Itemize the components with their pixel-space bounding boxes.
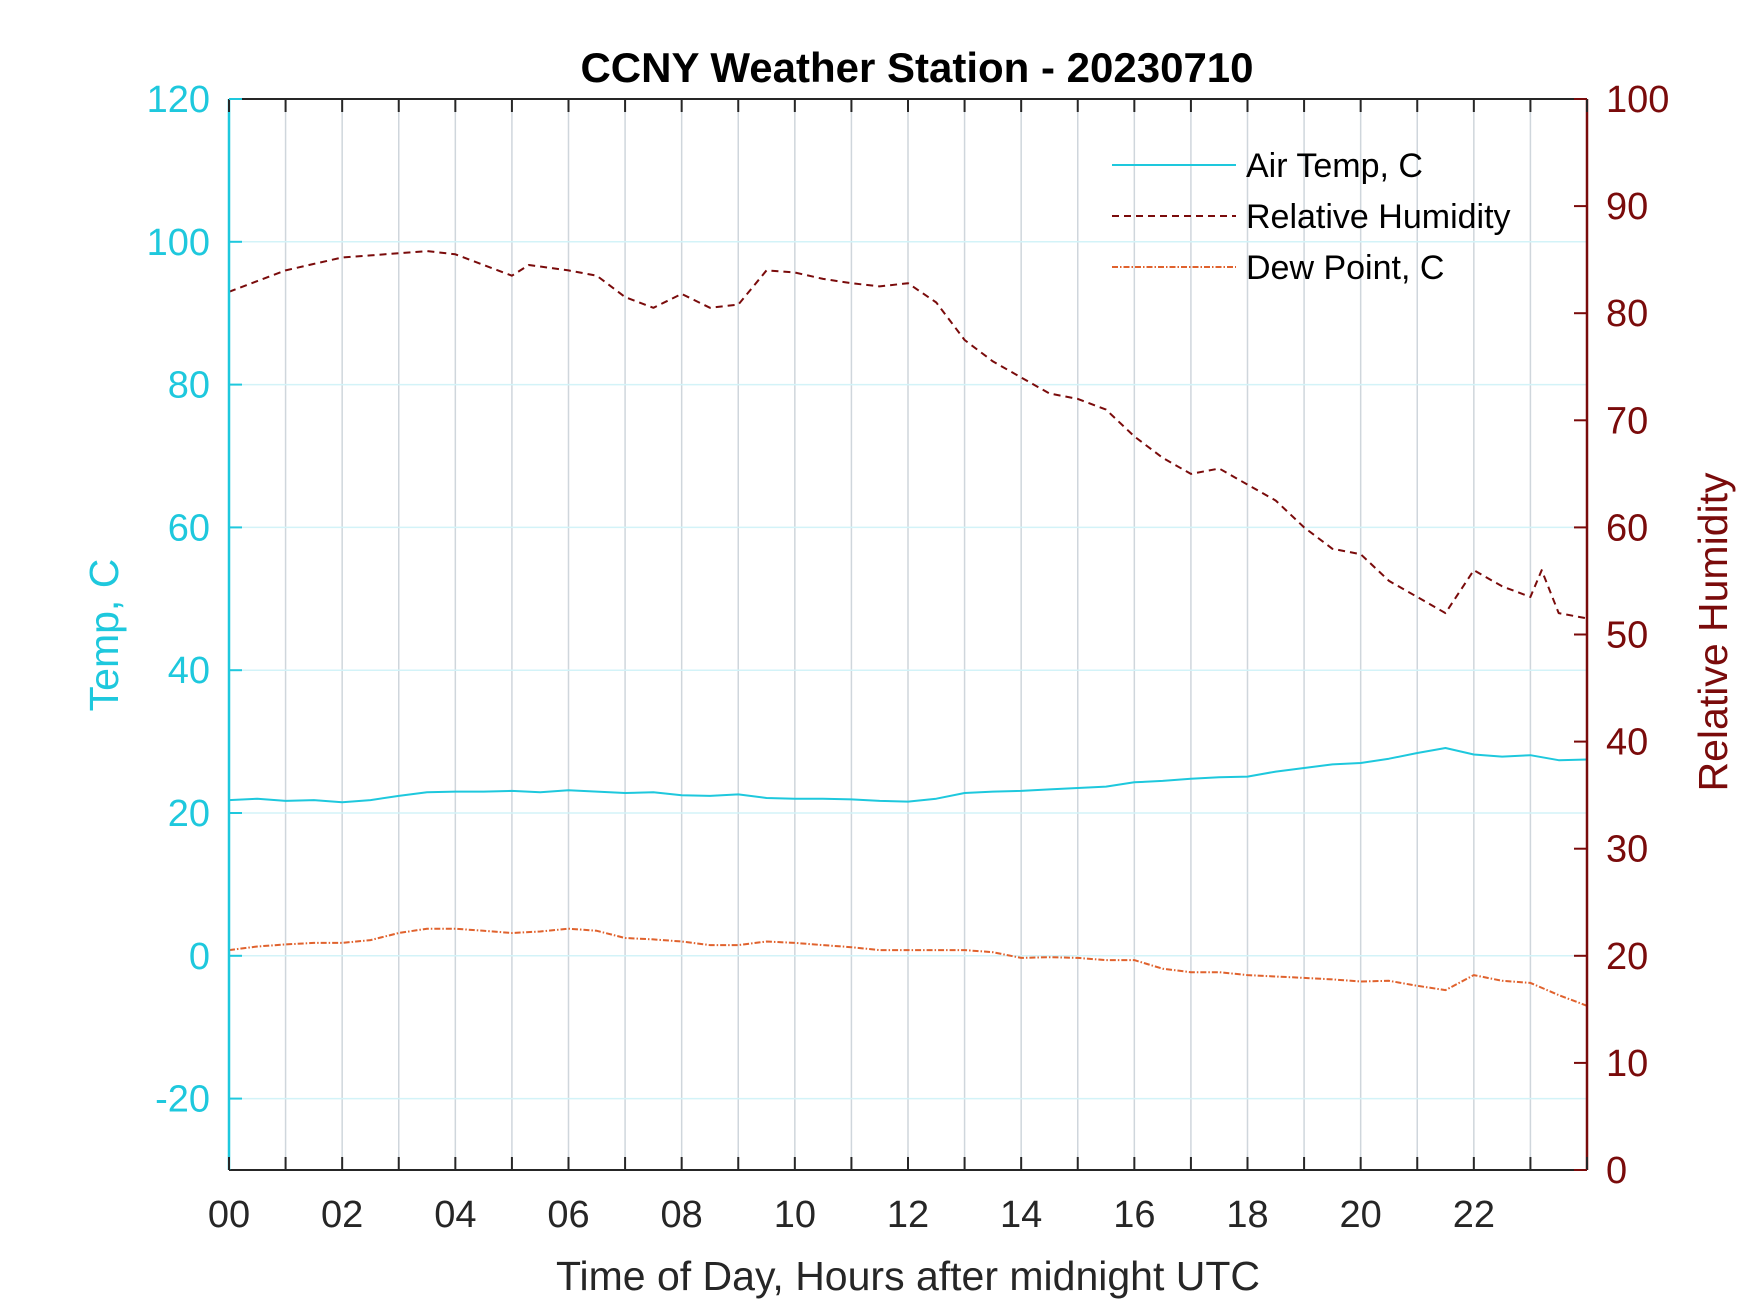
y-right-tick-label: 20 — [1606, 936, 1648, 978]
x-tick-label: 00 — [208, 1194, 250, 1236]
dew-point-line — [228, 927, 1588, 1007]
ticks: 00 02 04 06 08 10 12 14 16 18 20 22-200204060801001… — [147, 79, 1670, 1236]
x-tick-label: 12 — [887, 1194, 929, 1236]
y-right-axis-label: Relative Humidity — [1690, 472, 1736, 791]
x-axis-label: Time of Day, Hours after midnight UTC — [556, 1253, 1260, 1299]
y-left-tick-label: 80 — [168, 365, 210, 407]
x-tick-label: 10 — [774, 1194, 816, 1236]
y-right-tick-label: 80 — [1606, 293, 1648, 335]
y-left-tick-label: 0 — [189, 936, 210, 978]
legend-relative-humidity: Relative Humidity — [1112, 198, 1511, 236]
air-temp-line — [228, 747, 1588, 804]
chart-title: CCNY Weather Station - 20230710 — [580, 44, 1253, 91]
x-tick-label: 14 — [1000, 1194, 1042, 1236]
y-right-tick-label: 0 — [1606, 1150, 1627, 1192]
legend-air-temp: Air Temp, C — [1112, 147, 1423, 185]
x-tick-label: 20 — [1340, 1194, 1382, 1236]
x-tick-label: 06 — [547, 1194, 589, 1236]
x-tick-label: 04 — [434, 1194, 476, 1236]
y-left-tick-label: 20 — [168, 793, 210, 835]
legend: Air Temp, C Relative Humidity Dew Point, C — [1112, 147, 1511, 287]
x-tick-label: 18 — [1226, 1194, 1268, 1236]
x-tick-label: 22 — [1453, 1194, 1495, 1236]
legend-dew-point: Dew Point, C — [1112, 249, 1444, 287]
x-tick-label: 02 — [321, 1194, 363, 1236]
y-right-tick-label: 50 — [1606, 615, 1648, 657]
grid — [229, 99, 1587, 1170]
y-left-tick-label: 60 — [168, 507, 210, 549]
y-right-tick-label: 60 — [1606, 507, 1648, 549]
legend-label: Relative Humidity — [1246, 198, 1511, 236]
y-right-tick-label: 40 — [1606, 722, 1648, 764]
y-left-axis-label: Temp, C — [81, 559, 127, 712]
plot-series — [228, 250, 1588, 1007]
y-left-tick-label: 40 — [168, 650, 210, 692]
x-tick-label: 16 — [1113, 1194, 1155, 1236]
y-right-tick-label: 100 — [1606, 79, 1669, 121]
y-left-tick-label: 100 — [147, 222, 210, 264]
x-tick-label: 08 — [661, 1194, 703, 1236]
y-right-tick-label: 90 — [1606, 186, 1648, 228]
y-left-tick-label: 120 — [147, 79, 210, 121]
y-right-tick-label: 70 — [1606, 400, 1648, 442]
y-right-tick-label: 10 — [1606, 1043, 1648, 1085]
legend-label: Dew Point, C — [1246, 249, 1444, 287]
y-left-tick-label: -20 — [155, 1079, 210, 1121]
y-right-tick-label: 30 — [1606, 829, 1648, 871]
legend-label: Air Temp, C — [1246, 147, 1423, 185]
